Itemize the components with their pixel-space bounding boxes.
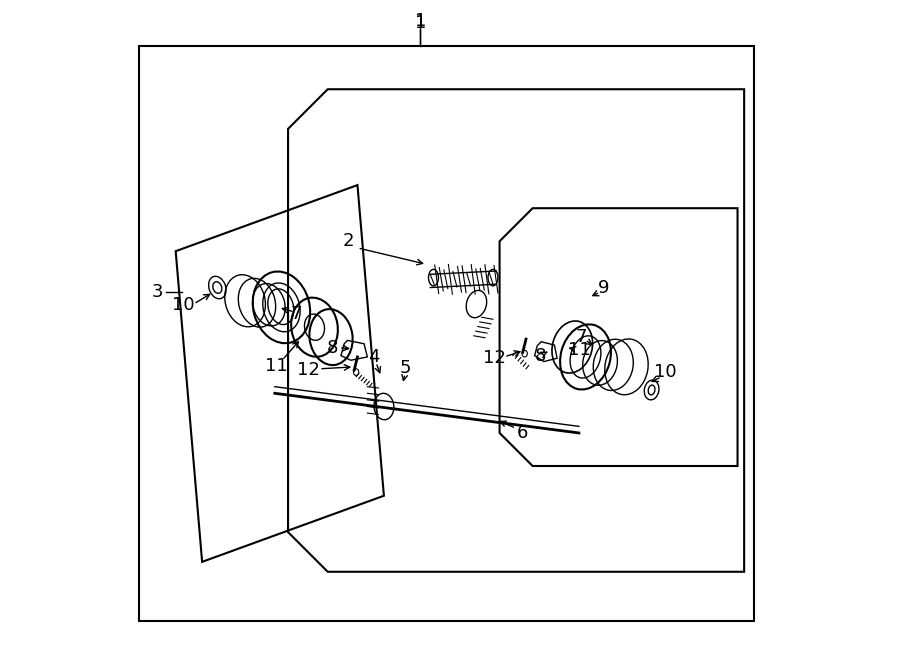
Text: 12: 12 <box>297 361 320 379</box>
Text: 1: 1 <box>415 14 426 32</box>
Text: 4: 4 <box>368 348 380 366</box>
Text: 11: 11 <box>568 341 590 360</box>
Text: 10: 10 <box>172 296 195 315</box>
Bar <box>140 46 754 621</box>
Text: 7: 7 <box>291 305 302 323</box>
Text: 8: 8 <box>327 338 338 357</box>
Text: 12: 12 <box>482 349 506 368</box>
Text: 1: 1 <box>415 12 426 30</box>
Text: 9: 9 <box>598 278 610 297</box>
Text: 10: 10 <box>654 363 677 381</box>
Text: 7: 7 <box>575 328 587 346</box>
Text: 11: 11 <box>266 356 288 375</box>
Text: 2: 2 <box>343 232 355 251</box>
Text: 8: 8 <box>535 346 546 365</box>
Text: 6: 6 <box>517 424 528 442</box>
Text: 5: 5 <box>400 359 410 377</box>
Text: 3: 3 <box>152 283 164 301</box>
